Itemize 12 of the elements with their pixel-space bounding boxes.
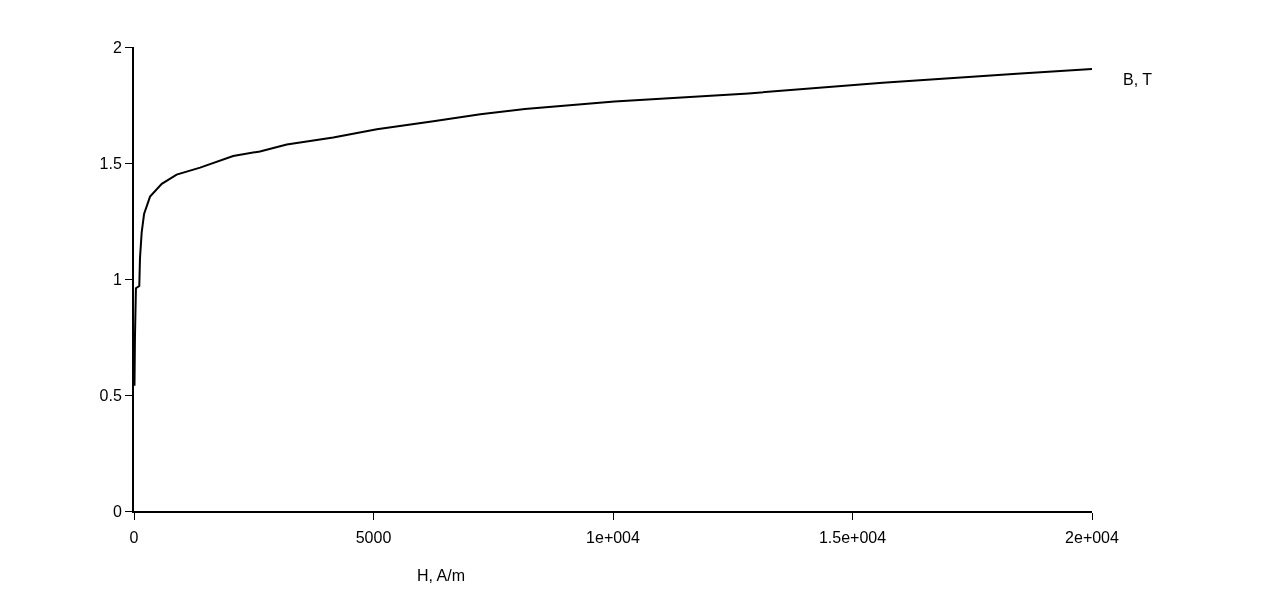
y-tick-label: 1 [112, 270, 122, 288]
x-axis-title: H, A/m [417, 567, 466, 584]
x-tick-label: 1.5e+004 [818, 529, 887, 547]
x-tick-label: 2e+004 [1065, 529, 1120, 547]
x-tick-label: 0 [129, 529, 139, 547]
y-tick-label: 0 [112, 502, 122, 520]
y-axis-title: B, T [1123, 71, 1153, 88]
y-tick-label: 0.5 [99, 386, 122, 404]
x-tick-label: 5000 [355, 529, 392, 547]
y-tick-label: 2 [112, 38, 122, 56]
y-tick-label: 1.5 [99, 154, 122, 172]
x-tick-label: 1e+004 [586, 529, 641, 547]
